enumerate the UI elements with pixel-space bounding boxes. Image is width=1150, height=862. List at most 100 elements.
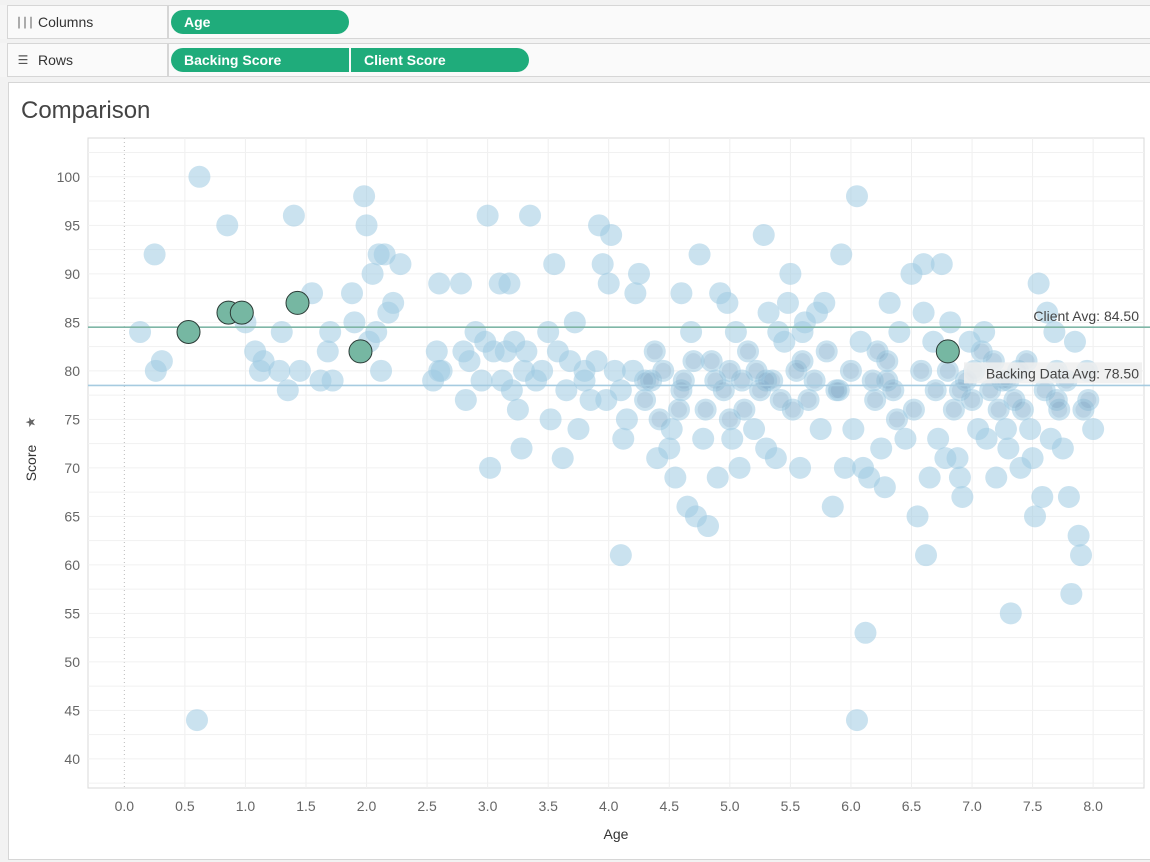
backing-point[interactable] [270,321,293,344]
backing-point[interactable] [1036,301,1059,324]
backing-point[interactable] [1021,447,1044,470]
backing-point[interactable] [428,359,451,382]
backing-point[interactable] [597,272,620,295]
backing-point[interactable] [682,350,705,373]
backing-point[interactable] [615,408,638,431]
backing-point[interactable] [870,437,893,460]
backing-point[interactable] [373,243,396,266]
backing-point[interactable] [449,272,472,295]
backing-point[interactable] [268,359,291,382]
backing-point[interactable] [628,262,651,285]
backing-point[interactable] [757,301,780,324]
backing-point[interactable] [873,476,896,499]
backing-point[interactable] [1051,437,1074,460]
backing-point[interactable] [1043,321,1066,344]
backing-point[interactable] [150,350,173,373]
backing-point[interactable] [927,427,950,450]
backing-point[interactable] [539,408,562,431]
backing-point[interactable] [319,321,342,344]
backing-point[interactable] [942,398,965,421]
backing-point[interactable] [579,388,602,411]
backing-point[interactable] [143,243,166,266]
backing-point[interactable] [876,350,899,373]
backing-point[interactable] [600,224,623,247]
backing-point[interactable] [997,437,1020,460]
backing-point[interactable] [1019,418,1042,441]
client-point[interactable] [176,320,201,345]
backing-point[interactable] [906,505,929,528]
backing-point[interactable] [591,253,614,276]
backing-point[interactable] [948,466,971,489]
backing-point[interactable] [737,340,759,363]
backing-point[interactable] [752,224,775,247]
backing-point[interactable] [791,350,814,373]
backing-point[interactable] [428,272,451,295]
backing-point[interactable] [888,321,911,344]
pill-age[interactable]: Age [171,10,349,34]
backing-point[interactable] [985,466,1008,489]
backing-point[interactable] [946,447,969,470]
backing-point[interactable] [129,321,152,344]
client-point[interactable] [285,290,310,315]
backing-point[interactable] [382,291,405,314]
backing-point[interactable] [694,398,717,421]
backing-point[interactable] [779,262,802,285]
backing-point[interactable] [458,350,481,373]
backing-point[interactable] [1045,388,1068,411]
backing-point[interactable] [1070,544,1093,567]
client-point[interactable] [935,339,960,364]
backing-point[interactable] [688,243,711,266]
backing-point[interactable] [815,340,838,363]
backing-point[interactable] [1057,485,1080,508]
backing-point[interactable] [845,185,868,208]
backing-point[interactable] [918,466,941,489]
backing-point[interactable] [609,379,632,402]
pin-icon[interactable]: ★ [23,416,38,428]
backing-point[interactable] [1031,485,1054,508]
backing-point[interactable] [609,544,632,567]
backing-point[interactable] [912,253,935,276]
backing-point[interactable] [321,369,344,392]
scatter-chart[interactable]: 0.0 0.5 1.0 1.5 2.0 2.5 3.0 3.5 4.0 4.5 5.0 5.5 6.0 6… [9,83,1150,859]
backing-point[interactable] [500,379,523,402]
backing-point[interactable] [537,321,560,344]
backing-point[interactable] [355,214,378,237]
backing-point[interactable] [885,408,908,431]
backing-point[interactable] [643,340,666,363]
backing-point[interactable] [789,456,812,479]
backing-point[interactable] [664,466,687,489]
backing-point[interactable] [185,709,208,732]
backing-point[interactable] [1024,505,1047,528]
backing-point[interactable] [842,418,865,441]
backing-point[interactable] [706,466,729,489]
client-point[interactable] [348,339,373,364]
backing-point[interactable] [692,427,715,450]
backing-point[interactable] [370,359,393,382]
backing-point[interactable] [603,359,626,382]
backing-point[interactable] [894,427,917,450]
columns-drop-area[interactable]: Age [168,5,1150,39]
backing-point[interactable] [930,253,953,276]
backing-point[interactable] [216,214,239,237]
backing-point[interactable] [658,437,681,460]
backing-point[interactable] [276,379,299,402]
backing-point[interactable] [830,243,853,266]
backing-point[interactable] [543,253,566,276]
backing-point[interactable] [680,321,703,344]
backing-point[interactable] [776,291,799,314]
backing-point[interactable] [733,398,756,421]
backing-point[interactable] [454,388,477,411]
backing-point[interactable] [912,301,935,324]
backing-point[interactable] [519,204,542,227]
backing-point[interactable] [506,398,529,421]
backing-point[interactable] [1060,582,1083,605]
backing-point[interactable] [1067,524,1090,547]
backing-point[interactable] [652,359,675,382]
backing-point[interactable] [849,330,872,353]
backing-point[interactable] [781,398,804,421]
backing-point[interactable] [365,321,388,344]
backing-point[interactable] [833,456,856,479]
backing-point[interactable] [567,418,590,441]
client-point[interactable] [229,300,254,325]
backing-point[interactable] [1082,418,1105,441]
